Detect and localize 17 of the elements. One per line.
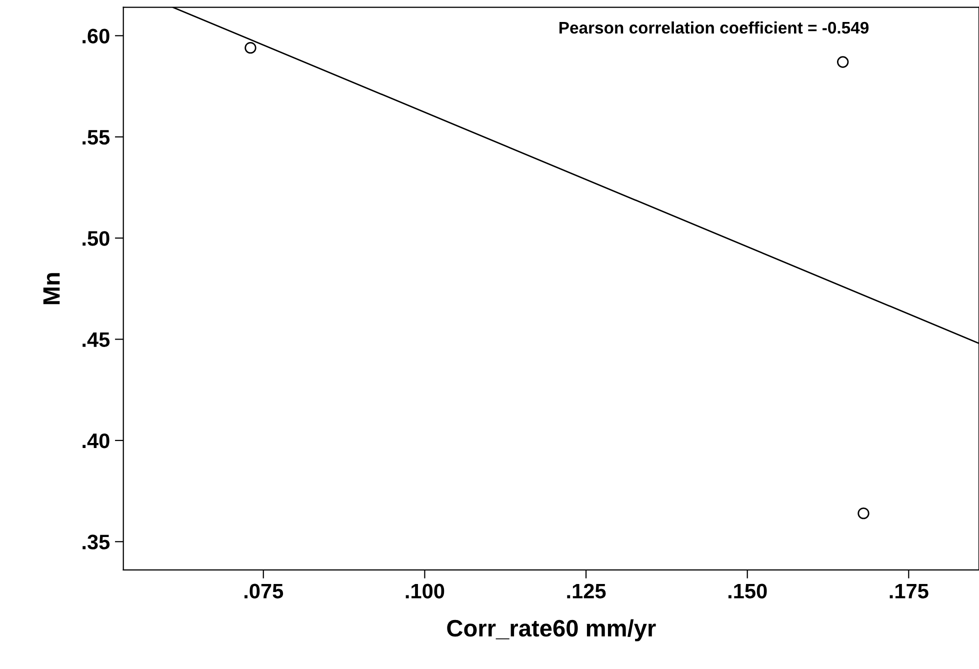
point bbox=[244, 42, 256, 54]
y-tick-label: .50 bbox=[82, 231, 110, 246]
y-tick-label: .45 bbox=[82, 332, 110, 348]
x-axis-title: Corr_rate60 mm/yr bbox=[447, 619, 656, 642]
x-tick-label: .150 bbox=[728, 584, 767, 598]
y-tick-label: .60 bbox=[82, 28, 110, 44]
y-tick-label: .40 bbox=[82, 433, 110, 448]
point bbox=[858, 507, 870, 520]
y-tick-label: .55 bbox=[82, 130, 110, 145]
y-tick-label: .35 bbox=[82, 534, 110, 550]
x-tick-label: .100 bbox=[406, 584, 444, 598]
annotation: Pearson correlation coefficient = -0.549 bbox=[559, 21, 869, 34]
x-tick-label: .075 bbox=[244, 584, 284, 598]
x-tick-label: .175 bbox=[890, 584, 928, 598]
point bbox=[837, 56, 849, 68]
x-tick-label: .125 bbox=[567, 584, 606, 598]
y-axis-title: Mn bbox=[43, 273, 60, 304]
